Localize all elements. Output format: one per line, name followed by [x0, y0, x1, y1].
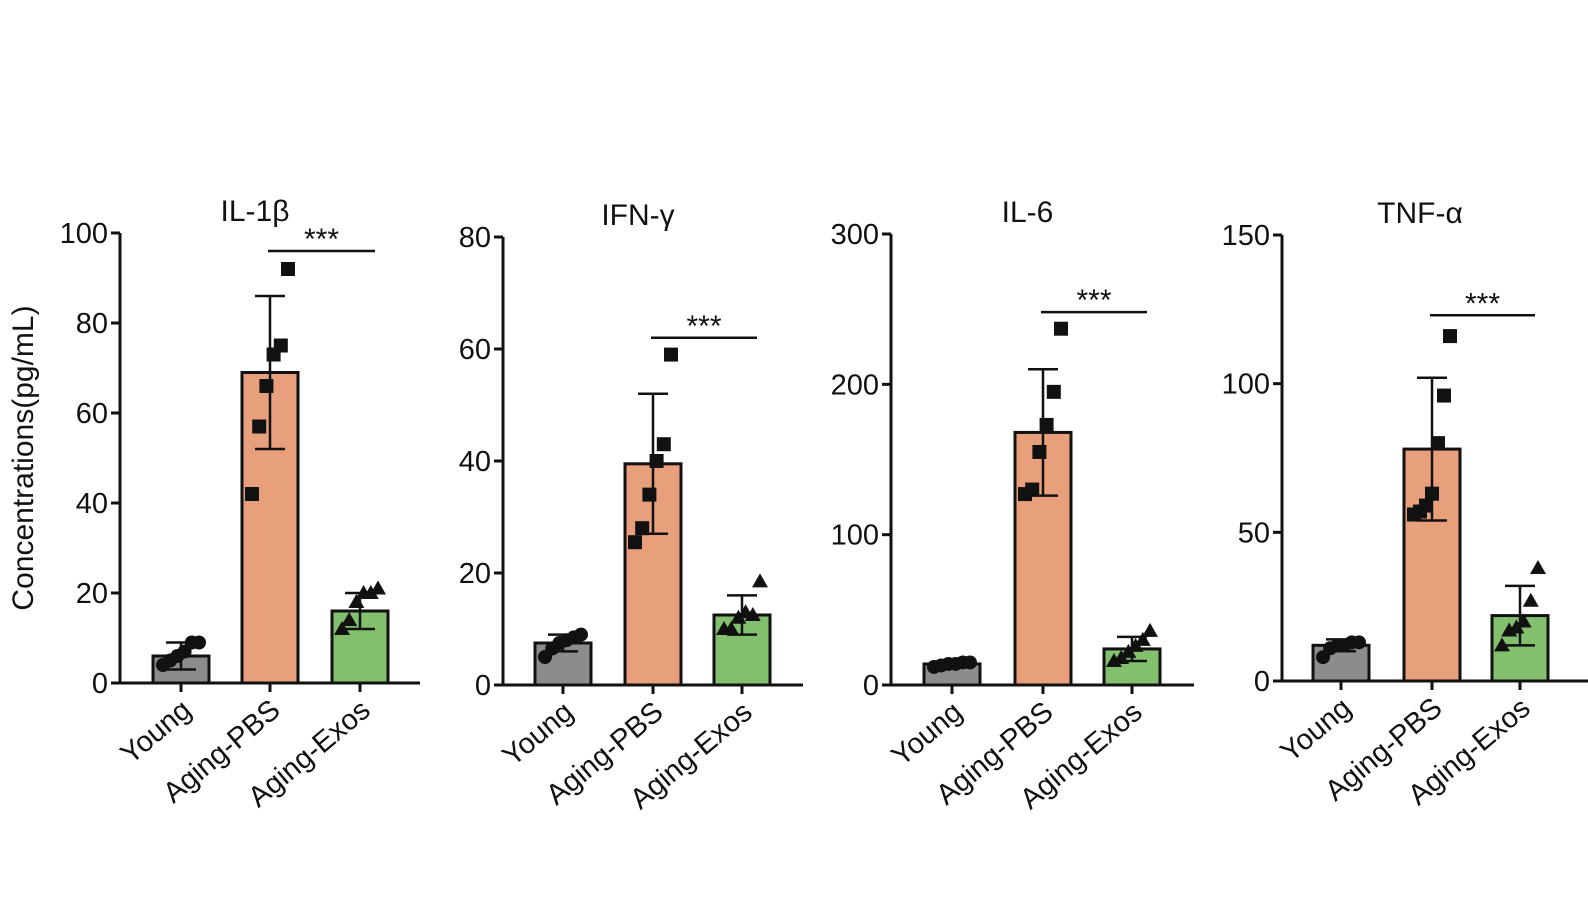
x-tick-label-il-6-young: Young	[886, 696, 969, 773]
data-point-il-1b-aging-exos	[362, 585, 379, 599]
data-point-ifn-g-aging-exos	[744, 607, 761, 621]
significance-label-ifn-g: ***	[686, 310, 721, 343]
data-point-ifn-g-aging-pbs	[656, 437, 671, 452]
y-tick-label-il-1b: 60	[76, 398, 108, 430]
data-point-tnf-a-aging-pbs	[1431, 436, 1445, 451]
data-point-il-1b-aging-pbs	[281, 262, 295, 276]
data-point-tnf-a-aging-pbs	[1437, 388, 1451, 403]
data-point-il-1b-aging-exos	[334, 621, 350, 635]
x-tick-label-ifn-g-young: Young	[497, 696, 580, 773]
y-tick-label-ifn-g: 80	[459, 222, 491, 254]
y-tick-label-il-1b: 20	[76, 578, 108, 610]
data-point-il-1b-aging-exos	[348, 594, 365, 608]
data-point-tnf-a-aging-exos	[1515, 613, 1532, 628]
significance-label-il-6: ***	[1076, 284, 1111, 317]
data-point-il-6-aging-pbs	[1046, 384, 1061, 399]
data-point-tnf-a-young	[1352, 635, 1366, 650]
y-tick-label-tnf-a: 100	[1222, 369, 1270, 401]
data-point-ifn-g-aging-pbs	[649, 454, 664, 468]
y-tick-label-il-1b: 80	[76, 308, 108, 340]
error-bar-il-1b-aging-pbs	[255, 294, 285, 451]
y-tick-label-il-6: 200	[831, 369, 879, 401]
y-tick-label-il-1b: 40	[76, 488, 108, 520]
x-tick-label-tnf-a-young: Young	[1275, 692, 1358, 769]
data-point-il-1b-aging-pbs	[252, 419, 267, 434]
y-tick-label-tnf-a: 150	[1222, 220, 1270, 252]
significance-label-il-1b: ***	[304, 223, 339, 256]
data-point-ifn-g-aging-pbs	[664, 347, 678, 362]
data-point-il-6-young	[963, 655, 977, 670]
y-tick-label-ifn-g: 20	[459, 558, 491, 590]
y-tick-label-tnf-a: 0	[1254, 666, 1270, 698]
data-point-tnf-a-aging-exos	[1522, 592, 1539, 607]
data-point-tnf-a-aging-pbs	[1419, 498, 1433, 513]
data-point-il-6-aging-pbs	[1032, 444, 1047, 459]
y-tick-label-il-1b: 100	[60, 218, 108, 250]
y-axis-label: Concentrations(pg/mL)	[7, 305, 40, 610]
panel-tnf-a: TNF-α050100150YoungAging-PBSAging-Exos**…	[1222, 197, 1588, 812]
data-point-il-1b-aging-exos	[370, 580, 386, 595]
data-point-ifn-g-young	[574, 627, 588, 642]
data-point-il-1b-aging-exos	[341, 612, 358, 626]
panel-il-1b: IL-1β020406080100YoungAging-PBSAging-Exo…	[60, 195, 420, 814]
data-point-tnf-a-aging-exos	[1494, 637, 1510, 652]
data-point-il-1b-aging-pbs	[273, 338, 288, 353]
panel-title-il-1b: IL-1β	[221, 195, 290, 228]
error-bar-tnf-a-aging-exos	[1505, 584, 1535, 647]
data-point-il-1b-aging-pbs	[245, 487, 259, 501]
data-point-tnf-a-aging-pbs	[1425, 486, 1439, 501]
y-tick-label-il-6: 300	[831, 219, 879, 251]
y-tick-label-ifn-g: 0	[475, 670, 491, 702]
data-point-ifn-g-aging-pbs	[635, 521, 650, 536]
data-point-ifn-g-aging-pbs	[642, 487, 657, 502]
panel-title-il-6: IL-6	[1002, 196, 1054, 229]
y-tick-label-il-1b: 0	[92, 668, 108, 700]
data-point-ifn-g-aging-exos	[723, 621, 740, 635]
data-point-tnf-a-aging-exos	[1530, 560, 1546, 575]
data-point-il-1b-young	[192, 635, 206, 650]
y-tick-label-il-6: 0	[863, 670, 879, 702]
panel-title-ifn-g: IFN-γ	[601, 199, 674, 232]
data-point-il-6-aging-pbs	[1025, 482, 1040, 497]
data-point-il-6-aging-exos	[1134, 631, 1151, 646]
data-point-il-6-aging-pbs	[1054, 321, 1068, 336]
panel-title-tnf-a: TNF-α	[1377, 197, 1463, 230]
data-point-ifn-g-aging-pbs	[628, 535, 642, 550]
y-tick-label-ifn-g: 40	[459, 446, 491, 478]
chart-panels: IL-1β020406080100YoungAging-PBSAging-Exo…	[60, 195, 1588, 816]
data-point-il-6-aging-pbs	[1039, 417, 1054, 432]
data-point-tnf-a-aging-pbs	[1443, 329, 1457, 344]
data-point-il-1b-aging-pbs	[259, 379, 274, 393]
data-point-il-6-aging-exos	[1142, 622, 1158, 637]
y-tick-label-ifn-g: 60	[459, 334, 491, 366]
panel-il-6: IL-60100200300YoungAging-PBSAging-Exos**…	[831, 196, 1194, 816]
y-tick-label-tnf-a: 50	[1238, 517, 1270, 549]
data-point-ifn-g-aging-exos	[752, 573, 768, 588]
y-tick-label-il-6: 100	[831, 520, 879, 552]
significance-label-tnf-a: ***	[1465, 287, 1500, 320]
panel-ifn-g: IFN-γ020406080YoungAging-PBSAging-Exos**…	[459, 199, 803, 816]
x-tick-label-il-1b-young: Young	[115, 694, 198, 771]
